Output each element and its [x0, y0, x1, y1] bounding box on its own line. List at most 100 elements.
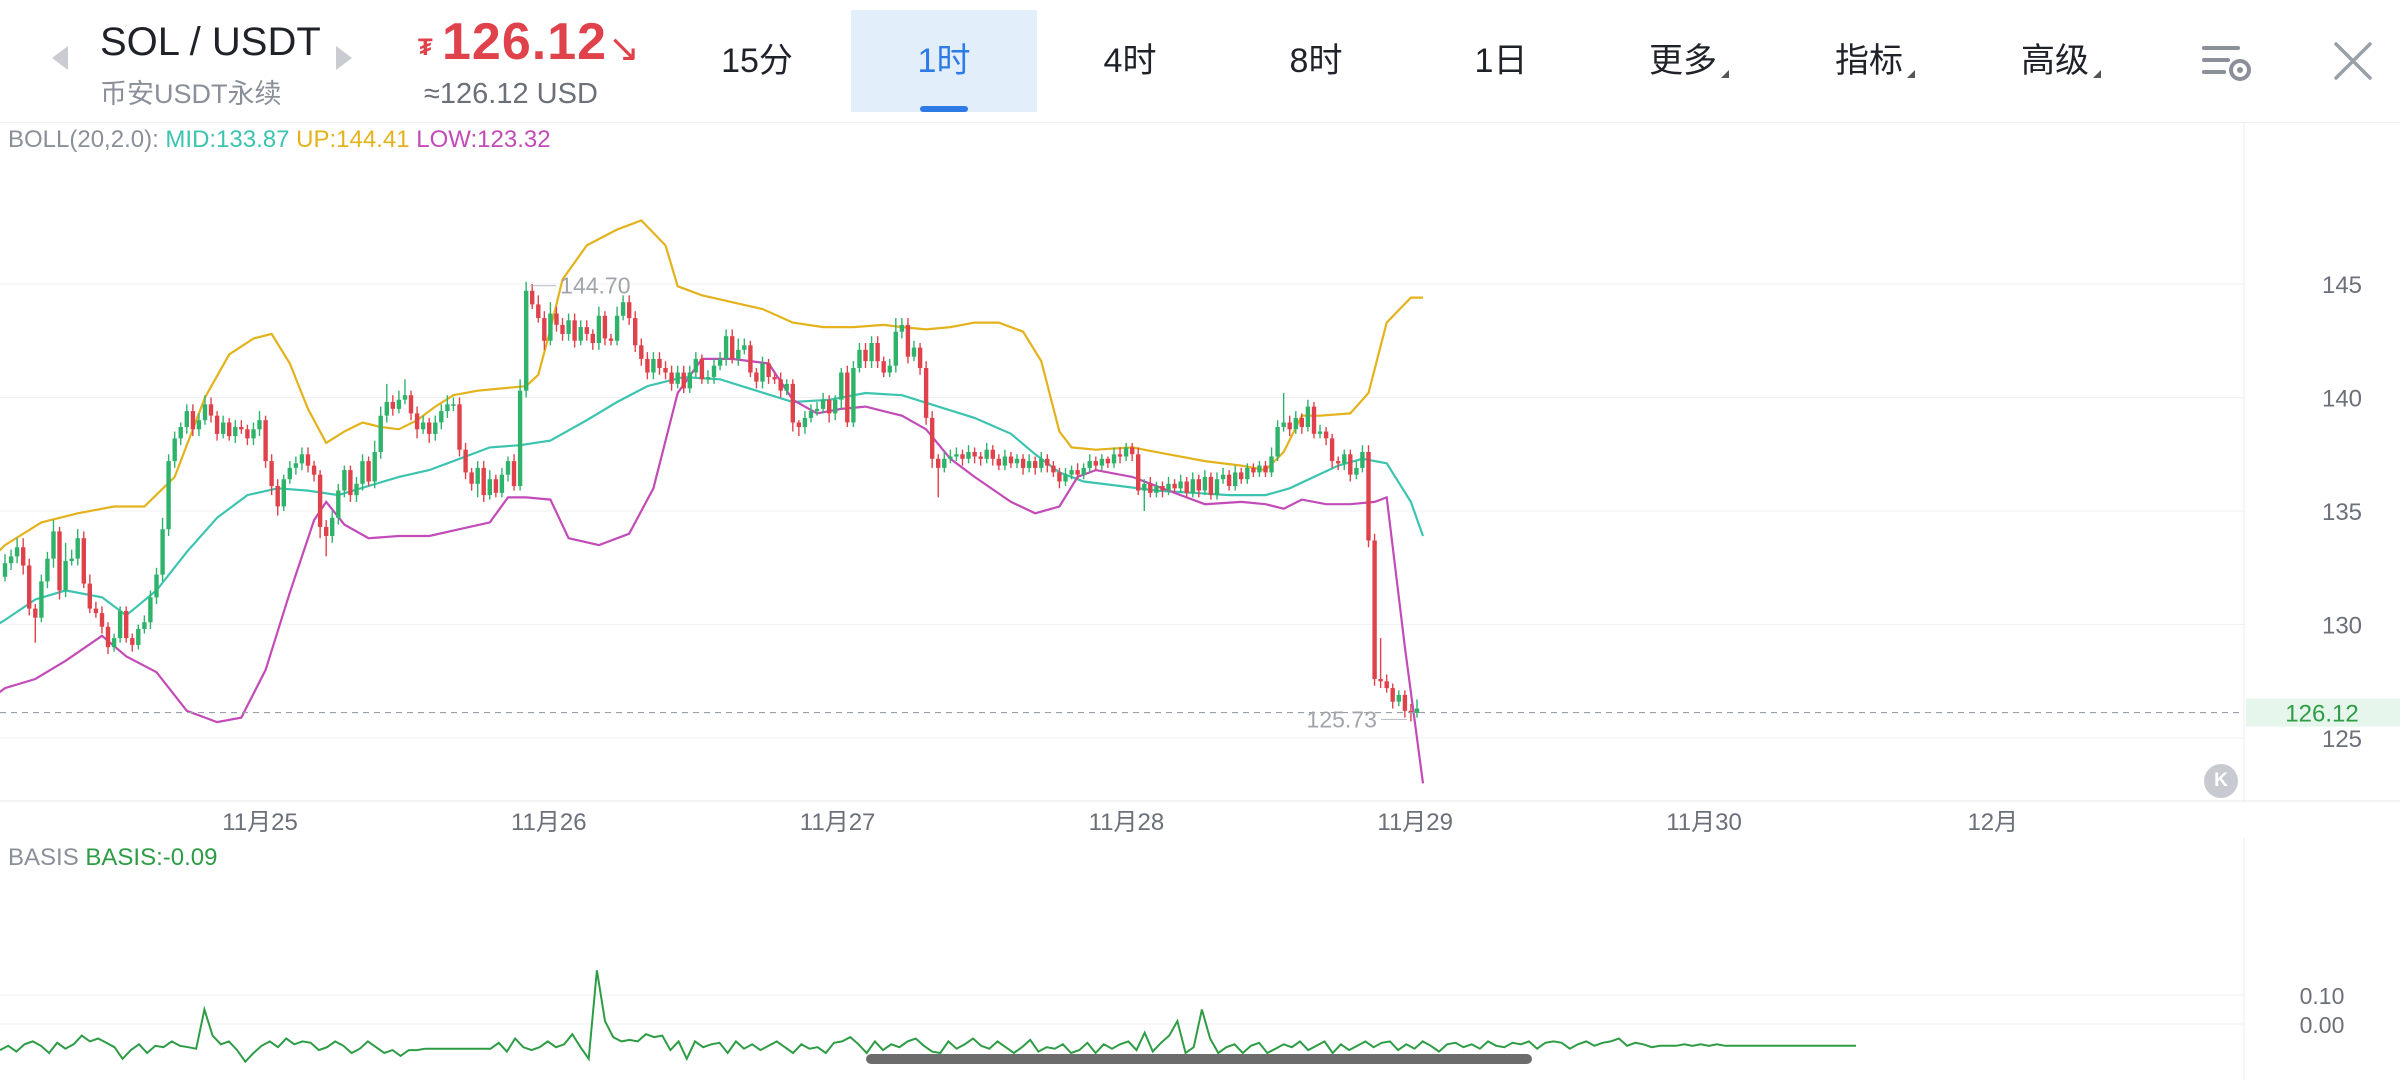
candle-body — [717, 358, 723, 366]
candle-body — [1329, 438, 1335, 462]
last-price: 126.12 — [442, 13, 608, 71]
tab-label: 4时 — [1103, 42, 1157, 80]
close-icon[interactable] — [2330, 38, 2376, 84]
candle-body — [427, 422, 432, 434]
date-tick-label: 12月 — [1967, 809, 2018, 836]
candle-body — [614, 315, 620, 341]
candle-body — [978, 456, 983, 459]
candle-body — [972, 452, 977, 457]
candle-body — [1190, 479, 1195, 493]
candle-body — [1408, 710, 1414, 714]
candle-body — [881, 361, 886, 373]
candle-body — [378, 415, 383, 452]
boll-up-line — [0, 219, 1423, 552]
candle-body — [1336, 461, 1341, 464]
tab-advanced[interactable]: 高级 — [1968, 10, 2154, 112]
candle-body — [911, 347, 917, 357]
candle-body — [1172, 483, 1177, 489]
basis-tick-label: 0.10 — [2300, 983, 2345, 1009]
candle-body — [1026, 461, 1032, 468]
candle-body — [1160, 486, 1165, 491]
k-button[interactable]: K — [2204, 764, 2238, 798]
candle-body — [984, 449, 989, 459]
candle-body — [560, 324, 565, 334]
candle-body — [408, 395, 414, 414]
date-tick-label: 11月28 — [1089, 809, 1165, 836]
candle-body — [299, 454, 305, 464]
candle-body — [45, 558, 50, 582]
candle-body — [1402, 694, 1408, 711]
high-marker-label: 144.70 — [560, 273, 630, 299]
candle-body — [214, 415, 220, 434]
candle-body — [942, 458, 947, 468]
candle-body — [869, 343, 874, 362]
candle-body — [384, 402, 389, 416]
candle-body — [293, 463, 299, 468]
candle-body — [960, 454, 965, 459]
candle-body — [954, 454, 959, 457]
candle-body — [990, 449, 995, 459]
candle-body — [463, 449, 468, 473]
candle-body — [475, 467, 480, 484]
candle-body — [602, 315, 608, 339]
bollinger-bands — [0, 219, 1425, 784]
candle-body — [439, 411, 444, 423]
tab-more[interactable]: 更多 — [1596, 10, 1782, 112]
candle-body — [87, 583, 92, 609]
price-tick-label: 145 — [2322, 272, 2362, 299]
candle-body — [693, 358, 698, 373]
tab-15m[interactable]: 15分 — [664, 10, 850, 112]
tab-1h[interactable]: 1时 — [851, 10, 1037, 112]
tab-4h[interactable]: 4时 — [1037, 10, 1223, 112]
candle-body — [317, 474, 323, 527]
basis-tick-label: 0.00 — [2300, 1012, 2345, 1038]
candle-body — [808, 411, 814, 418]
candle-body — [420, 422, 426, 430]
candle-body — [160, 529, 165, 575]
candle-body — [178, 427, 183, 439]
price-tick-label: 135 — [2322, 499, 2362, 526]
dropdown-corner-icon — [2093, 70, 2101, 78]
candle-body — [202, 404, 208, 421]
next-pair-icon[interactable] — [336, 46, 352, 70]
candle-body — [1214, 479, 1220, 496]
candle-body — [760, 363, 765, 382]
tab-indicators[interactable]: 指标 — [1782, 10, 1968, 112]
candle-body — [1257, 465, 1262, 473]
candle-body — [1220, 474, 1226, 480]
candle-body — [833, 399, 838, 414]
candle-body — [669, 372, 674, 384]
candle-body — [1014, 458, 1020, 464]
candle-body — [330, 517, 335, 536]
candle-body — [802, 417, 808, 427]
chart-settings-icon[interactable] — [2202, 42, 2252, 84]
candle-body — [524, 290, 529, 391]
tab-8h[interactable]: 8时 — [1223, 10, 1409, 112]
candle-body — [305, 454, 311, 466]
candle-body — [1154, 486, 1159, 493]
time-axis: 11月25 11月26 11月27 11月28 11月29 11月30 12月 — [222, 809, 2018, 836]
candle-body — [75, 538, 80, 559]
candle-body — [930, 417, 935, 459]
basis-axis: 0.10 0.00 — [2300, 983, 2345, 1038]
pair-name[interactable]: SOL / USDT — [100, 20, 321, 64]
price-tick-label: 140 — [2322, 386, 2362, 413]
candle-body — [845, 372, 850, 423]
candle-body — [1305, 406, 1311, 427]
candle-body — [493, 479, 499, 493]
price-tick-label: 125 — [2322, 726, 2362, 753]
candle-body — [1317, 431, 1323, 434]
candle-body — [130, 638, 135, 645]
candle-body — [1323, 431, 1329, 439]
candle-body — [863, 349, 868, 362]
tab-1d[interactable]: 1日 — [1408, 10, 1594, 112]
candle-body — [1178, 481, 1183, 489]
candlestick-chart[interactable]: 144.70 125.73 125 130 135 140 145 126.12 11月25… — [0, 122, 2400, 838]
candle-body — [681, 372, 686, 389]
candle-body — [1123, 447, 1129, 457]
candle-body — [396, 399, 402, 409]
prev-pair-icon[interactable] — [52, 46, 68, 70]
candle-body — [796, 422, 802, 427]
date-tick-label: 11月29 — [1377, 809, 1453, 836]
basis-chart[interactable]: 0.10 0.00 — [0, 838, 2400, 1080]
